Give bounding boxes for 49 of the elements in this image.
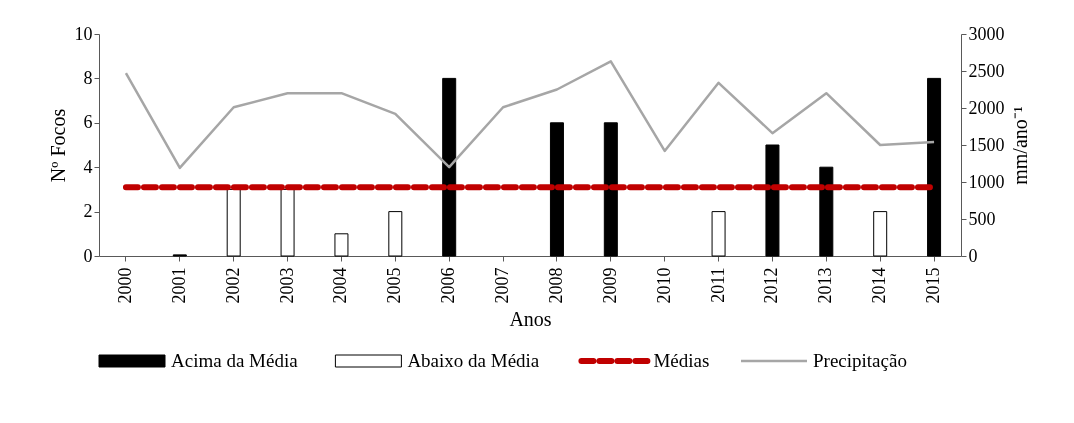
bar <box>280 188 295 257</box>
y-axis-title: Nº Focos <box>46 108 69 183</box>
x-tick-label: 2004 <box>330 267 351 304</box>
x-tick-label: 2002 <box>222 267 243 304</box>
bar <box>226 188 241 257</box>
x-tick-label: 2006 <box>438 267 459 304</box>
x-tick-label: 2005 <box>384 267 405 304</box>
x-tick-label: 2009 <box>599 267 620 304</box>
bar <box>388 211 403 257</box>
x-tick-label: 2013 <box>815 267 836 304</box>
bar <box>927 77 942 257</box>
x-tick-label: 2007 <box>492 267 513 304</box>
y2-tick-label: 1500 <box>968 134 1005 155</box>
legend-label: Abaixo da Média <box>407 350 540 371</box>
y-tick-label: 8 <box>83 67 93 88</box>
bar <box>765 144 780 257</box>
bar <box>711 211 726 257</box>
y2-axis-title: mm/ano⁻¹ <box>1008 106 1031 185</box>
bar <box>442 77 457 257</box>
y-tick-label: 2 <box>83 201 93 222</box>
legend-label: Médias <box>653 350 710 371</box>
x-tick-label: 2000 <box>114 267 135 304</box>
y2-tick-label: 2500 <box>968 60 1005 81</box>
x-tick-label: 2001 <box>168 267 189 304</box>
legend-label: Acima da Média <box>171 350 299 371</box>
x-tick-label: 2012 <box>761 267 782 304</box>
y-tick-label: 4 <box>83 156 93 177</box>
x-tick-label: 2011 <box>707 267 728 303</box>
bar <box>819 166 834 257</box>
y2-tick-label: 3000 <box>968 23 1005 44</box>
bar <box>334 233 349 257</box>
x-tick-label: 2008 <box>545 267 566 304</box>
y2-tick-label: 0 <box>968 245 978 266</box>
y-tick-label: 6 <box>83 112 93 133</box>
y-tick-label: 10 <box>74 23 93 44</box>
bar <box>873 211 888 257</box>
x-tick-label: 2015 <box>923 267 944 304</box>
y2-tick-label: 2000 <box>968 97 1005 118</box>
bar <box>603 122 618 257</box>
bar <box>549 122 564 257</box>
x-tick-label: 2003 <box>276 267 297 304</box>
x-axis-title: Anos <box>509 307 552 330</box>
y2-tick-label: 1000 <box>968 171 1005 192</box>
legend-label: Precipitação <box>813 350 907 371</box>
y-tick-label: 0 <box>83 245 93 266</box>
x-tick-label: 2010 <box>653 267 674 304</box>
x-tick-label: 2014 <box>869 267 890 304</box>
line-series <box>124 60 936 170</box>
y2-tick-label: 500 <box>968 208 996 229</box>
